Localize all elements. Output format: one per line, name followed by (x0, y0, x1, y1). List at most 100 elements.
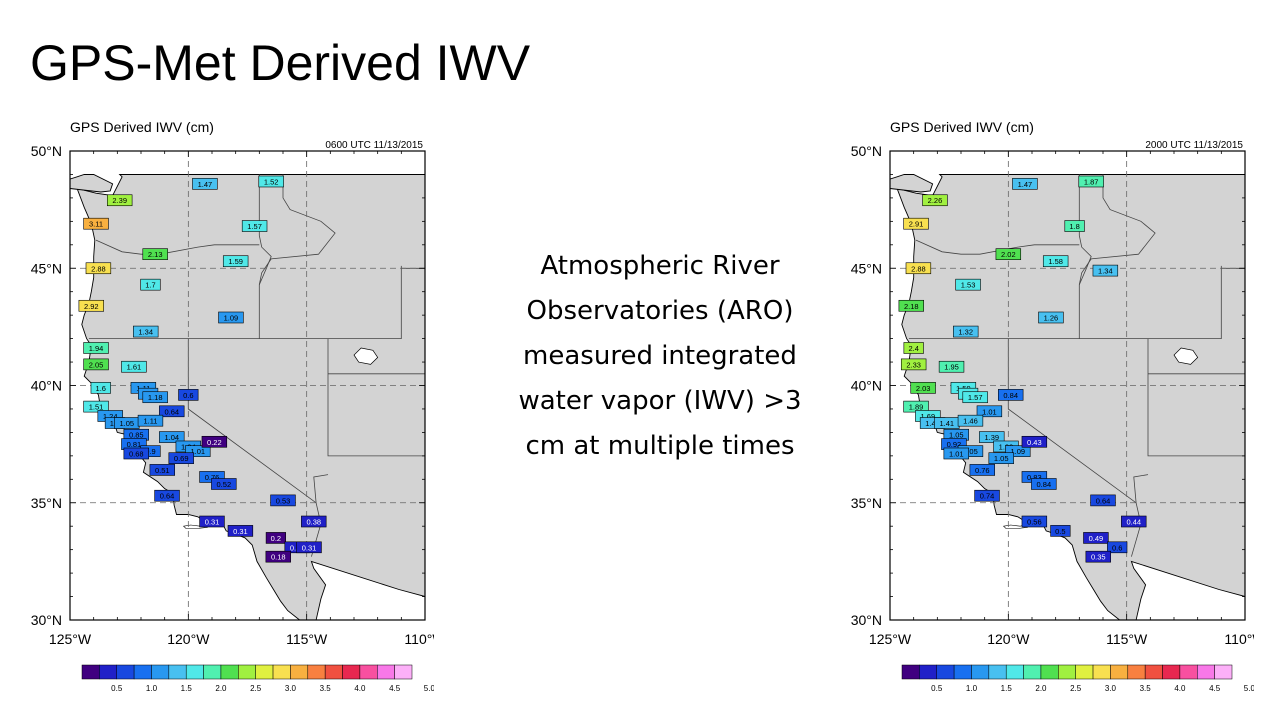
station-box (121, 360, 147, 373)
station-marker: 1.04 (159, 431, 185, 443)
colorbar-swatch (1075, 664, 1094, 680)
station-marker: 0.44 (1121, 515, 1147, 528)
longitude-tick-label: 120°W (987, 631, 1030, 647)
station-value: 1.42 (925, 419, 940, 428)
station-marker: 3.11 (83, 217, 109, 230)
station-marker: 2.18 (898, 299, 925, 312)
station-marker: 1.7 (140, 278, 161, 291)
station-value: 0.83 (1027, 473, 1042, 482)
station-value: 1.32 (958, 328, 973, 337)
station-marker: 1.01 (943, 447, 969, 460)
station-marker: 2.91 (903, 217, 929, 230)
station-value: 0.81 (127, 440, 142, 449)
colorbar-swatch (203, 664, 222, 680)
station-box (1021, 515, 1048, 528)
station-value: 1.01 (949, 450, 964, 459)
station-value: 1.04 (164, 433, 179, 442)
longitude-tick-label: 120°W (167, 631, 210, 647)
station-value: 0.84 (1037, 480, 1052, 489)
station-value: 2.91 (909, 220, 924, 229)
station-value: 0.76 (975, 466, 990, 475)
state-border (1078, 174, 1092, 339)
colorbar-swatch (307, 664, 326, 680)
station-box (988, 452, 1014, 464)
colorbar-label: 1.5 (1001, 684, 1013, 693)
station-value: 2.18 (904, 302, 919, 311)
station-marker: 1.09 (1005, 445, 1031, 457)
state-border (327, 338, 425, 457)
station-box (1090, 494, 1116, 507)
colorbar-swatch (133, 664, 152, 680)
station-marker: 0.74 (974, 489, 1000, 502)
latitude-tick-label: 50°N (31, 143, 62, 159)
station-box (78, 299, 105, 312)
station-marker: 0.84 (1031, 478, 1057, 490)
colorbar-swatch (1092, 664, 1111, 680)
station-value: 0.64 (164, 407, 179, 416)
colorbar-swatch (1162, 664, 1181, 680)
station-box (83, 217, 109, 230)
station-marker: 1.41 (934, 417, 960, 429)
station-box (1005, 445, 1031, 457)
state-border (88, 265, 402, 340)
station-value: 2.05 (89, 360, 104, 369)
station-box (178, 389, 199, 401)
station-value: 1.05 (994, 454, 1009, 463)
station-marker: 1.18 (142, 391, 168, 404)
map-title: GPS Derived IWV (cm) (70, 119, 214, 135)
station-value: 1.7 (145, 281, 155, 290)
map-timestamp: 2000 UTC 11/13/2015 (1145, 140, 1243, 151)
station-value: 0.76 (205, 473, 220, 482)
station-box (1038, 311, 1064, 324)
station-value: 0.68 (129, 450, 144, 459)
station-box (1083, 532, 1109, 544)
colorbar-label: 2.5 (1070, 684, 1082, 693)
station-marker: 1.8 (1064, 220, 1085, 232)
station-marker: 1.01 (976, 405, 1003, 418)
latitude-tick-label: 40°N (31, 378, 62, 394)
station-box (83, 400, 109, 413)
colorbar-label: 2.0 (1035, 684, 1047, 693)
station-marker: 2.13 (142, 248, 168, 260)
colorbar-swatch (255, 664, 274, 680)
station-box (218, 311, 244, 324)
station-value: 2.92 (84, 302, 99, 311)
station-value: 0.31 (205, 518, 220, 527)
colorbar-swatch (168, 664, 187, 680)
station-marker: 1.87 (1078, 175, 1104, 188)
state-border (313, 474, 329, 503)
station-value: 0.52 (217, 480, 232, 489)
latitude-tick-label: 35°N (31, 495, 62, 511)
iwv-map-panel-2000: 50°N 45°N 40°N 35°N 30°N 125°W 120°W 115°W 110°W… (834, 110, 1254, 710)
longitude-tick-label: 110°W (404, 631, 434, 647)
colorbar-label: 2.0 (215, 684, 227, 693)
station-value: 1.24 (103, 412, 118, 421)
station-box (201, 435, 228, 448)
station-box (957, 414, 984, 427)
station-box (898, 299, 925, 312)
station-value: 1.8 (1069, 222, 1079, 231)
station-value: 2.02 (1001, 250, 1016, 259)
station-marker: 1.34 (133, 325, 159, 338)
station-marker: 1.6 (90, 382, 111, 394)
station-marker: 2.4 (903, 342, 924, 354)
station-box (159, 431, 185, 443)
station-box (998, 389, 1024, 401)
station-box (974, 489, 1000, 502)
station-value: 1.34 (1098, 267, 1113, 276)
station-value: 1.01 (982, 407, 997, 416)
colorbar-swatch (272, 664, 291, 680)
station-value: 2.88 (91, 264, 106, 273)
station-marker: 1.53 (955, 278, 981, 291)
longitude-tick-label: 115°W (1106, 631, 1148, 647)
colorbar-swatch (81, 664, 100, 680)
station-box (969, 464, 995, 476)
station-value: 1.39 (984, 433, 999, 442)
colorbar-label: 3.0 (285, 684, 297, 693)
station-marker: 2.26 (922, 194, 948, 207)
station-value: 2.26 (928, 196, 943, 205)
station-value: 1.46 (963, 417, 978, 426)
station-marker: 1.58 (1042, 255, 1069, 268)
description-line: Atmospheric River (540, 251, 780, 281)
station-box (265, 550, 291, 563)
